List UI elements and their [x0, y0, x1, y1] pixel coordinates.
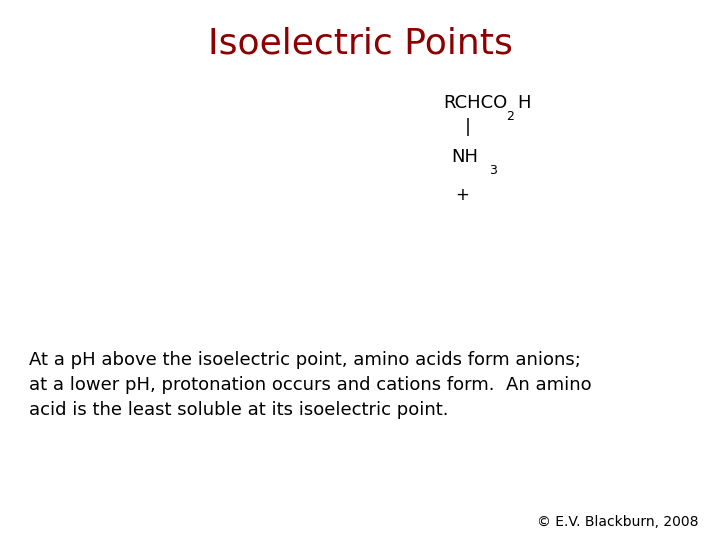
Text: RCHCO: RCHCO [443, 94, 507, 112]
Text: © E.V. Blackburn, 2008: © E.V. Blackburn, 2008 [537, 515, 698, 529]
Text: |: | [464, 118, 470, 136]
Text: Isoelectric Points: Isoelectric Points [207, 27, 513, 61]
Text: 3: 3 [489, 164, 497, 177]
Text: +: + [455, 186, 469, 204]
Text: NH: NH [451, 148, 478, 166]
Text: H: H [517, 94, 531, 112]
Text: At a pH above the isoelectric point, amino acids form anions;
at a lower pH, pro: At a pH above the isoelectric point, ami… [29, 351, 591, 419]
Text: 2: 2 [506, 110, 514, 123]
